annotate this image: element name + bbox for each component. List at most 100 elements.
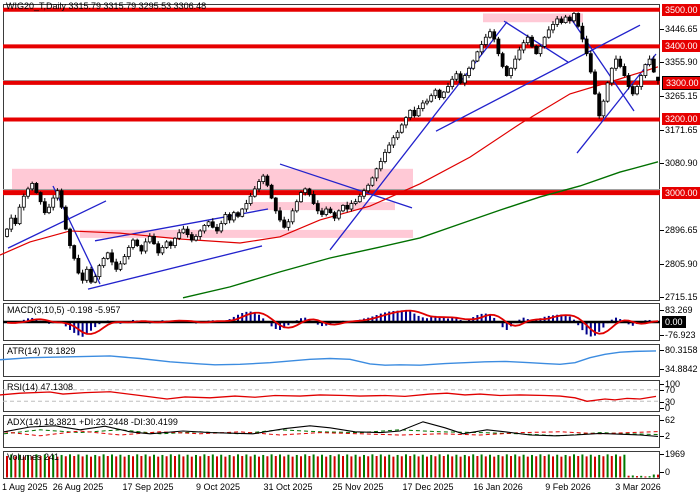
volume-bar [203,454,206,478]
atr-pane [0,350,657,366]
candle-body [395,131,400,139]
volume-bar [577,456,580,478]
date-label: 17 Sep 2025 [122,482,174,492]
candle-body [181,228,186,234]
macd-bar [493,317,496,322]
macd-bar [274,322,277,329]
macd-bar [400,310,403,322]
candle-body [152,236,156,245]
volume-bar [300,456,302,478]
candle-body [278,210,282,221]
sma-red-line [0,66,659,256]
date-label: 1 Aug 2025 [2,482,48,492]
candle-body [513,58,518,69]
macd-bar [434,315,437,322]
candle-body [534,45,539,55]
candle-body [126,246,131,257]
candle-body [34,183,39,193]
trendline[interactable] [435,24,641,132]
candle-body [227,214,232,221]
axis-tick-mark [660,454,664,455]
volume-bar [153,454,155,478]
main-price-pane [0,7,660,299]
axis-tick-mark [660,62,664,64]
supply-demand-zone[interactable] [80,229,413,238]
volume-bar [52,454,55,478]
candle-body [328,208,333,214]
macd-bar [35,319,38,322]
volume-bar [426,456,428,478]
candle-body [164,241,169,248]
trendline[interactable] [7,200,107,249]
candle-body [282,219,287,228]
volume-bar [178,454,181,478]
volume-bar [505,454,508,478]
macd-bar [81,322,84,337]
axis-tick-mark [660,335,664,336]
candle-body [248,195,253,204]
rsi-line [0,391,657,402]
volume-bar [119,454,122,478]
volume-tick-label: 1969 [665,449,686,459]
supply-demand-zone[interactable] [250,202,395,211]
candle-body [572,13,576,22]
volume-bar [157,456,160,478]
axis-tick-mark [660,402,664,403]
volume-bar [476,456,479,478]
candle-body [26,188,30,197]
candle-body [542,36,547,47]
candle-body [286,221,291,228]
adx-pane [3,421,659,437]
candle-body [357,195,362,203]
trendline[interactable] [279,163,413,209]
candle-body [479,44,484,53]
axis-tick-mark [660,350,664,351]
volume-bar [69,454,71,478]
volume-bar [211,454,214,478]
volume-bar [497,454,500,478]
trendline[interactable] [503,20,569,63]
volume-bar [35,454,38,478]
macd-bar [505,322,508,330]
candle-body [391,137,396,146]
volume-bar [333,456,336,478]
trendline[interactable] [87,245,263,290]
candle-body [656,76,660,81]
macd-bar [253,312,256,322]
volume-bar [413,454,416,478]
date-label: 26 Aug 2025 [52,482,104,492]
volume-bar [161,454,164,478]
candle-body [614,58,618,69]
candle-body [215,226,219,232]
candle-body [609,67,614,84]
volume-bar [111,454,113,478]
macd-bar [396,310,399,322]
candle-body [185,228,190,236]
price-tick-label: 3265.15 [665,90,698,101]
volume-bar [358,456,361,478]
volume-bar [262,454,265,478]
volume-bar [564,454,567,478]
volume-bar [342,456,344,478]
candle-body [194,236,198,241]
macd-indicator-label: MACD(3,10,5) -0.198 -5.957 [7,305,121,315]
price-level-badge: 0.00 [662,316,686,328]
price-level-badge: 3400.00 [662,40,700,53]
volume-bar [56,456,59,478]
candle-body [530,36,534,47]
volume-bar [350,456,353,478]
volume-bar [615,454,617,478]
supply-demand-zone[interactable] [483,13,583,23]
volume-bar [232,456,235,478]
volume-bar [90,456,92,478]
candle-body [500,53,505,67]
price-level-badge: 3200.00 [662,113,700,126]
axis-tick-mark [660,296,664,298]
candle-body [551,24,555,31]
candle-body [475,51,480,62]
volume-bar [367,456,370,478]
trendline[interactable] [576,53,657,154]
axis-tick-mark [660,95,664,97]
candle-body [517,49,522,60]
